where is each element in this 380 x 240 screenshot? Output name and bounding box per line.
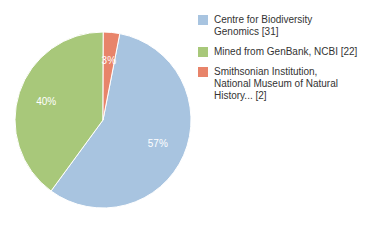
html-text:Smithsonian Institution, Natio: Smithsonian Institution, National Museum… xyxy=(214,66,338,101)
svg-text:57%: 57% xyxy=(148,138,168,149)
svg-text:3%: 3% xyxy=(102,55,117,66)
svg-text:40%: 40% xyxy=(36,96,56,107)
html-text:Centre for Biodiversity Genomi: Centre for Biodiversity Genomics [31] xyxy=(214,14,313,37)
html-text:Mined from GenBank, NCBI [22]: Mined from GenBank, NCBI [22] xyxy=(214,46,358,57)
